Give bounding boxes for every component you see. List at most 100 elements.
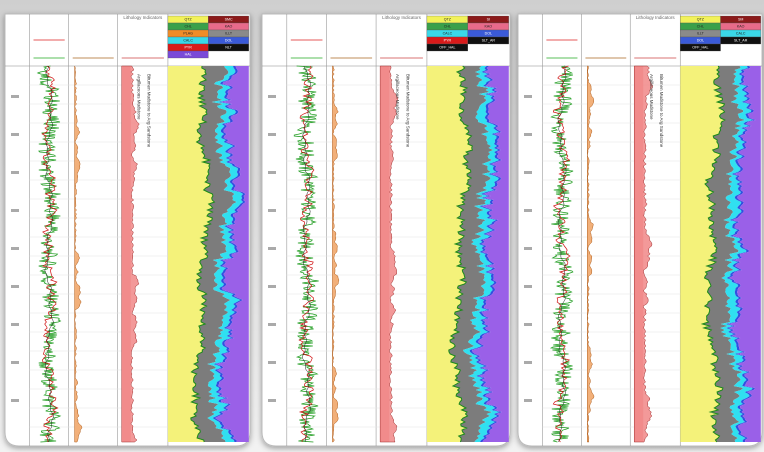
legend-label: HAL — [185, 52, 192, 56]
track-note: Argillaceous Mudstone — [395, 74, 400, 120]
litho-carbonate — [720, 66, 754, 442]
legend-label: SLT_AR — [734, 38, 748, 42]
litho-clay — [190, 66, 237, 442]
legend-label: NLT — [225, 45, 232, 49]
legend-label: CALC — [736, 31, 746, 35]
litho-boundary — [700, 65, 726, 443]
fill-curve — [121, 65, 140, 443]
litho-quartz — [167, 66, 215, 442]
legend-swatch — [720, 36, 761, 45]
depth-label-stub — [11, 361, 19, 364]
depth-label-stub — [11, 209, 19, 212]
legend-label: QTZ — [697, 17, 705, 21]
legend-label: KAO — [737, 24, 745, 28]
litho-other — [215, 66, 249, 442]
track-header: Lithology Indicators — [636, 15, 676, 20]
legend-label: DOL — [225, 38, 232, 42]
depth-label-stub — [268, 323, 276, 326]
litho-carbonate — [463, 66, 500, 442]
depth-label-stub — [524, 323, 532, 326]
depth-label-stub — [524, 247, 532, 250]
legend-label: CALC — [183, 38, 193, 42]
depth-label-stub — [524, 133, 532, 136]
depth-label-stub — [524, 209, 532, 212]
legend-label: SLT_AR — [482, 38, 496, 42]
legend-label: ILLT — [697, 31, 705, 35]
legend-label: SMC — [225, 17, 233, 21]
litho-quartz — [426, 66, 473, 442]
legend-label: PYR — [444, 38, 452, 42]
depth-label-stub — [524, 361, 532, 364]
legend-swatch — [167, 50, 209, 59]
legend-label: KAO — [225, 24, 233, 28]
track-header: Lithology Indicators — [123, 15, 163, 20]
depth-label-stub — [268, 399, 276, 402]
fill-curve — [332, 65, 340, 443]
depth-label-stub — [11, 247, 19, 250]
depth-label-stub — [268, 133, 276, 136]
gr-curve — [552, 65, 571, 443]
legend-label: KAO — [485, 24, 493, 28]
depth-label-stub — [11, 323, 19, 326]
depth-label-stub — [268, 361, 276, 364]
log-panel: Lithology Indicators QTZ SI CHL KAO CALC DOL PY… — [261, 13, 511, 447]
legend-swatch — [208, 43, 249, 52]
legend-label: SM — [738, 17, 743, 21]
legend-label: CHL — [185, 24, 192, 28]
depth-label-stub — [268, 285, 276, 288]
track-note: Bitumen Mudstone to Arg Sandstone — [147, 74, 152, 148]
track-header: Lithology Indicators — [382, 15, 422, 20]
litho-dolomite — [469, 66, 502, 442]
legend-label: DOL — [697, 38, 704, 42]
track-note: Bitumen Mudstone to Arg Sandstone — [659, 74, 664, 148]
fill-curve — [633, 65, 654, 443]
litho-carbonate — [207, 66, 244, 442]
depth-label-stub — [524, 285, 532, 288]
depth-label-stub — [268, 95, 276, 98]
gr-curve — [44, 65, 54, 443]
depth-label-stub — [11, 285, 19, 288]
fill-curve — [587, 65, 595, 443]
litho-clay — [448, 66, 494, 442]
legend-swatch — [467, 36, 509, 45]
depth-label-stub — [268, 171, 276, 174]
legend-label: PYR — [184, 45, 192, 49]
legend-label: QTZ — [444, 17, 452, 21]
gr-curve — [293, 65, 319, 443]
legend-label: CHL — [697, 24, 704, 28]
track-note: Argillaceous Mudstone — [649, 74, 654, 120]
depth-label-stub — [524, 171, 532, 174]
depth-label-stub — [11, 171, 19, 174]
depth-label-stub — [268, 209, 276, 212]
fill-curve — [379, 65, 399, 443]
log-panel: Lithology Indicators QTZ SM CHL KAO ILLT CALC D… — [517, 13, 763, 447]
panels: Lithology Indicators QTZ SMC CHL KAO PLAG ILLT… — [4, 13, 763, 447]
litho-other — [728, 66, 761, 442]
depth-label-stub — [11, 95, 19, 98]
legend-label: DOL — [485, 31, 492, 35]
legend-label: OFF_HAL — [692, 45, 708, 49]
litho-other — [472, 66, 509, 442]
legend-label: CALC — [443, 31, 453, 35]
gr-curve — [302, 65, 312, 443]
depth-label-stub — [11, 133, 19, 136]
gr-curve — [557, 65, 567, 443]
legend-label: QTZ — [185, 17, 193, 21]
litho-boundary — [448, 65, 474, 443]
legend-label: CHL — [444, 24, 451, 28]
legend-label: OFF_HAL — [439, 45, 455, 49]
gr-curve — [41, 65, 59, 443]
gr-curve — [549, 65, 574, 443]
legend-label: ILLT — [225, 31, 233, 35]
legend-swatch — [680, 43, 721, 52]
legend-label: SI — [487, 17, 490, 21]
fill-curve — [74, 65, 83, 443]
litho-clay — [702, 66, 745, 442]
track-note: Bitumen Mudstone to Arg Sandstone — [405, 74, 410, 148]
depth-label-stub — [268, 247, 276, 250]
depth-label-stub — [524, 399, 532, 402]
depth-label-stub — [524, 95, 532, 98]
log-panel: Lithology Indicators QTZ SMC CHL KAO PLAG ILLT… — [4, 13, 251, 447]
depth-label-stub — [11, 399, 19, 402]
